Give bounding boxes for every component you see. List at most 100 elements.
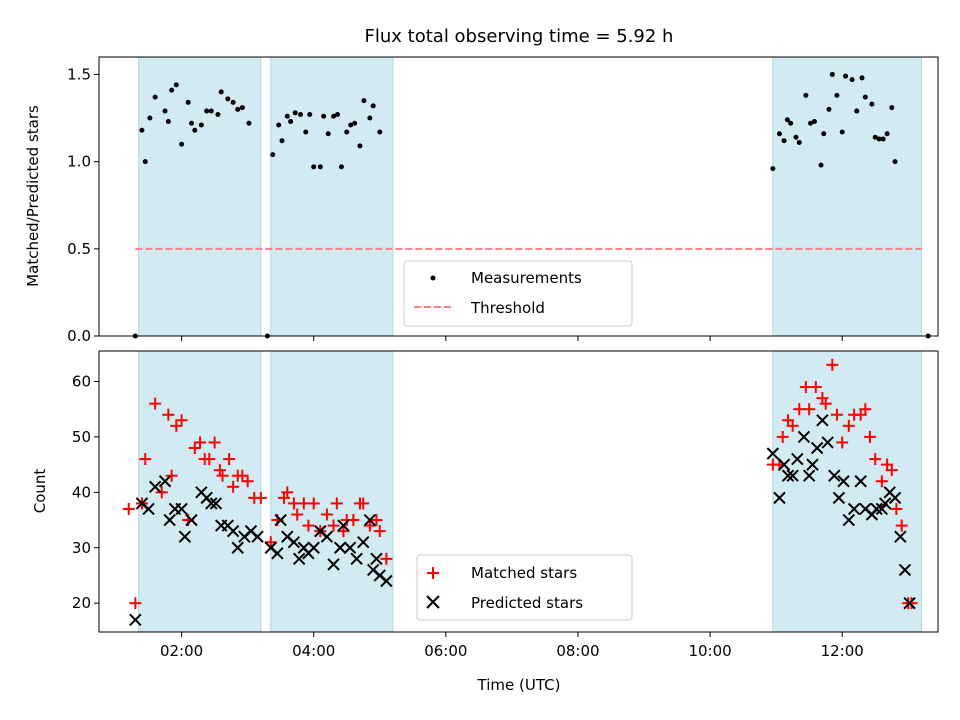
- predicted-star-point: [878, 497, 892, 510]
- predicted-star-point: [870, 502, 883, 516]
- legend-predicted-label: Predicted stars: [471, 594, 583, 612]
- ytick-label: 20: [72, 594, 91, 612]
- measurement-point: [862, 94, 868, 100]
- legend-measurements-marker: [430, 275, 436, 281]
- matched-star-point: [327, 519, 340, 532]
- measurement-point: [235, 106, 241, 112]
- measurement-point: [849, 77, 855, 83]
- measurement-point: [198, 122, 204, 128]
- matched-star-point: [281, 486, 294, 499]
- predicted-star-point: [797, 430, 811, 444]
- measurement-point: [377, 129, 383, 135]
- xtick-label: 06:00: [424, 642, 467, 660]
- matched-star-point: [175, 414, 188, 427]
- ytick-label: 50: [72, 428, 91, 446]
- matched-star-point: [809, 381, 822, 394]
- measurement-point: [147, 115, 153, 121]
- matched-star-point: [241, 475, 254, 488]
- measurement-point: [142, 159, 148, 165]
- measurement-point: [872, 134, 878, 140]
- matched-star-point: [895, 519, 908, 532]
- legend-threshold-label: Threshold: [470, 299, 545, 317]
- measurement-point: [317, 164, 323, 170]
- predicted-star-point: [350, 552, 363, 566]
- predicted-star-point: [806, 458, 819, 471]
- predicted-star-point: [898, 563, 912, 577]
- measurement-point: [793, 134, 799, 140]
- predicted-star-point: [854, 475, 867, 488]
- measurement-point: [152, 94, 158, 100]
- measurement-point: [839, 129, 845, 135]
- measurement-point: [230, 99, 236, 105]
- observing-span-1: [138, 56, 262, 337]
- bottom-legend: Matched stars Predicted stars: [416, 554, 633, 621]
- top-ticks: 0.0 0.5 1.0 1.5: [67, 65, 843, 345]
- predicted-star-point: [777, 458, 791, 471]
- matched-star-point: [264, 536, 277, 549]
- measurement-point: [370, 103, 376, 109]
- matched-star-point: [370, 514, 383, 527]
- matched-star-point: [203, 453, 216, 466]
- measurement-point: [770, 166, 776, 172]
- measurement-point: [854, 108, 860, 114]
- matched-star-point: [170, 419, 183, 432]
- measurement-point: [218, 89, 224, 95]
- predicted-star-point: [888, 491, 902, 505]
- measurement-point: [834, 92, 840, 98]
- measurement-point: [192, 127, 198, 133]
- measurement-point: [859, 75, 865, 81]
- predicted-star-point: [781, 469, 795, 482]
- matched-star-point: [139, 453, 152, 466]
- measurement-point: [344, 129, 350, 135]
- predicted-star-point: [209, 497, 223, 510]
- matched-star-point: [776, 430, 789, 443]
- predicted-star-point: [307, 541, 320, 554]
- measurement-point: [357, 143, 363, 149]
- matched-star-point: [227, 480, 240, 493]
- measurement-point: [889, 105, 895, 111]
- predicted-star-point: [292, 552, 306, 566]
- predicted-star-point: [178, 530, 192, 543]
- predicted-star-point: [148, 480, 162, 493]
- measurement-point: [288, 119, 294, 125]
- predicted-star-point: [320, 530, 334, 543]
- measurement-point: [788, 120, 794, 126]
- measurement-point: [292, 110, 298, 116]
- ytick-label: 40: [72, 483, 91, 501]
- predicted-star-point: [847, 502, 861, 516]
- predicted-star-point: [786, 469, 799, 482]
- predicted-star-point: [370, 552, 383, 566]
- matched-star-point: [162, 408, 175, 421]
- measurement-point: [204, 108, 210, 114]
- predicted-star-point: [894, 530, 907, 543]
- bottom-ticks: 20 30 40 50 60 02:00 04:00 06:00 08:00 10:00 12:00: [72, 372, 864, 660]
- matched-star-point: [869, 453, 882, 466]
- matched-star-point: [373, 525, 386, 538]
- predicted-star-point: [816, 414, 829, 427]
- predicted-star-point: [821, 436, 834, 449]
- matched-star-point: [307, 497, 320, 510]
- matched-star-point: [122, 502, 135, 515]
- matched-star-point: [188, 441, 201, 454]
- predicted-star-point: [363, 513, 377, 527]
- observing-span-3: [772, 350, 922, 633]
- matched-star-point: [254, 491, 267, 504]
- predicted-star-point: [903, 596, 916, 610]
- xtick-label: 02:00: [160, 642, 203, 660]
- predicted-star-point: [802, 469, 816, 482]
- predicted-star-point: [327, 558, 340, 571]
- matched-star-point: [786, 419, 799, 432]
- ytick-label: 0.0: [67, 327, 91, 345]
- predicted-star-point: [142, 502, 155, 516]
- observing-span-3: [772, 56, 922, 337]
- xtick-label: 04:00: [292, 642, 335, 660]
- measurement-point: [781, 138, 787, 144]
- measurement-point: [334, 112, 340, 118]
- measurement-point: [892, 159, 898, 165]
- measurement-point: [843, 73, 849, 79]
- legend-matched-label: Matched stars: [471, 564, 577, 582]
- predicted-star-point: [837, 475, 850, 488]
- matched-star-point: [863, 430, 876, 443]
- matched-star-point: [885, 464, 898, 477]
- matched-star-point: [213, 464, 226, 477]
